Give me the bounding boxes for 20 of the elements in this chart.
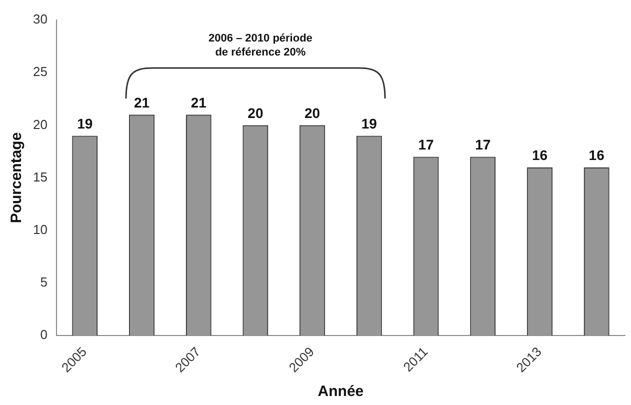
annotation: 2006 – 2010 période de référence 20%: [208, 32, 312, 59]
x-axis-title: Année: [318, 383, 364, 400]
data-label: 16: [532, 147, 548, 164]
data-label: 17: [475, 136, 491, 153]
y-tick-label: 10: [32, 222, 48, 237]
y-tick-label: 20: [32, 116, 48, 132]
data-label: 20: [248, 105, 264, 122]
y-tick-label: 0: [40, 327, 48, 342]
data-label: 17: [418, 136, 434, 153]
data-label: 20: [304, 105, 320, 122]
data-label: 21: [134, 94, 150, 111]
data-label: 19: [361, 116, 378, 132]
y-tick-label: 5: [40, 274, 48, 290]
y-axis-title: Pourcentage: [8, 132, 26, 224]
y-tick-label: 25: [32, 64, 48, 80]
data-label: 19: [77, 116, 93, 132]
data-label: 21: [190, 94, 207, 111]
y-tick-label: 15: [32, 169, 48, 184]
y-tick-label: 30: [32, 12, 48, 27]
data-label: 16: [588, 147, 605, 164]
